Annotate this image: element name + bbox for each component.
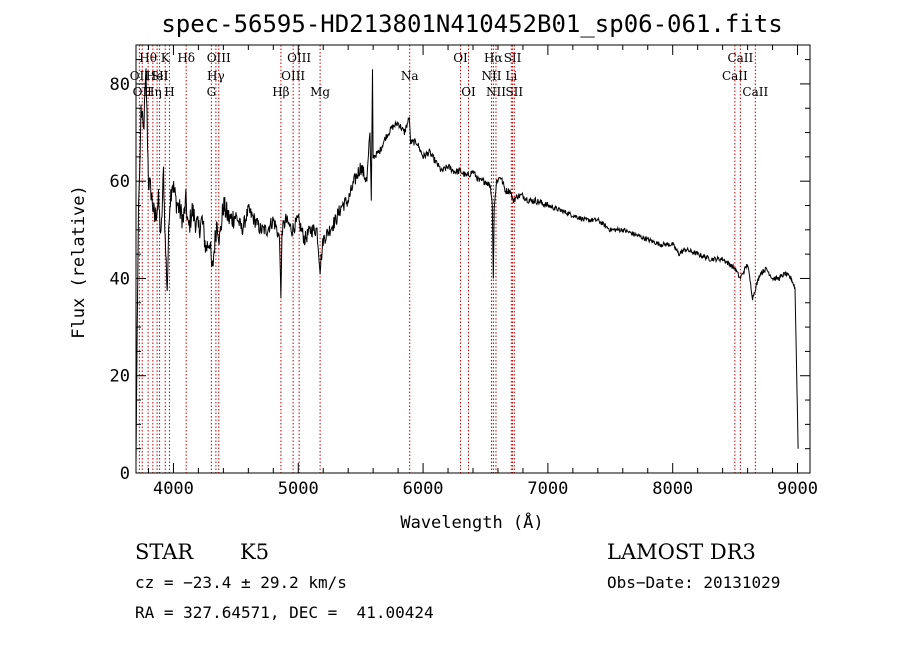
x-tick-label: 9000 xyxy=(777,479,818,499)
y-tick-label: 80 xyxy=(110,75,130,95)
y-tick-label: 0 xyxy=(120,464,130,484)
x-tick-label: 4000 xyxy=(153,479,194,499)
marker-label-9: G xyxy=(207,85,217,99)
y-tick-label: 60 xyxy=(110,172,130,192)
marker-label-2: Hθ xyxy=(139,51,157,65)
obs-date: Obs−Date: 20131029 xyxy=(607,573,781,592)
marker-label-10: Hγ xyxy=(207,69,225,83)
y-tick-label: 40 xyxy=(110,269,130,289)
marker-label-11: OIII xyxy=(207,51,231,65)
marker-label-19: NII xyxy=(481,69,501,83)
marker-label-6: K xyxy=(161,51,171,65)
flux-series-line xyxy=(135,68,799,464)
marker-label-3: Hη xyxy=(144,85,162,99)
marker-label-13: OIII xyxy=(281,69,305,83)
marker-label-12: Hβ xyxy=(272,85,289,99)
y-tick-label: 20 xyxy=(110,367,130,387)
marker-label-1: OII xyxy=(133,85,153,99)
x-axis-label: Wavelength (Å) xyxy=(400,511,543,533)
marker-label-22: Li xyxy=(505,69,517,83)
marker-label-15: Mg xyxy=(310,85,330,99)
y-axis-ticks: 0 20 40 60 80 xyxy=(110,59,810,484)
marker-label-14: OIII xyxy=(287,51,311,65)
redshift-info: cz = −23.4 ± 29.2 km/s xyxy=(135,573,347,592)
marker-label-21: NII xyxy=(486,85,506,99)
marker-label-0: OII xyxy=(130,69,150,83)
marker-label-24: SII xyxy=(505,85,523,99)
marker-label-26: CaII xyxy=(727,51,753,65)
marker-label-5: SII xyxy=(151,69,169,83)
marker-label-4: HeI xyxy=(146,69,169,83)
chart-title: spec-56595-HD213801N410452B01_sp06-061.f… xyxy=(161,10,782,38)
marker-label-25: CaII xyxy=(722,69,748,83)
spectral-line-labels: OIIOIIHθHηHeISIIKHHδGHγOIIIHβOIIIOIIIMgN… xyxy=(130,51,769,99)
spectral-line-markers xyxy=(138,45,756,473)
x-tick-label: 6000 xyxy=(403,479,444,499)
marker-label-7: H xyxy=(164,85,174,99)
marker-label-16: Na xyxy=(401,69,419,83)
y-axis-label: Flux (relative) xyxy=(69,185,89,339)
marker-label-18: OI xyxy=(461,85,476,99)
x-tick-label: 5000 xyxy=(278,479,319,499)
marker-label-17: OI xyxy=(453,51,468,65)
marker-label-8: Hδ xyxy=(177,51,195,65)
coordinates: RA = 327.64571, DEC = 41.00424 xyxy=(135,603,434,622)
marker-label-27: CaII xyxy=(742,85,768,99)
object-class: STAR xyxy=(135,540,194,564)
object-subclass: K5 xyxy=(240,540,270,564)
x-tick-label: 8000 xyxy=(652,479,693,499)
marker-label-20: Hα xyxy=(484,51,503,65)
x-axis-ticks: 4000 5000 6000 7000 8000 9000 xyxy=(147,45,818,499)
x-tick-label: 7000 xyxy=(527,479,568,499)
marker-label-23: SII xyxy=(504,51,522,65)
survey-name: LAMOST DR3 xyxy=(607,540,756,564)
